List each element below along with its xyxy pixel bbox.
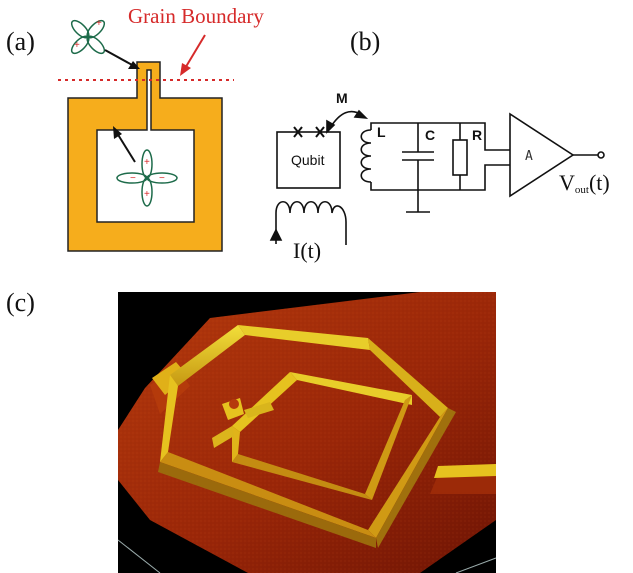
panel-c-label: (c) xyxy=(6,288,35,317)
amplifier xyxy=(509,112,575,198)
capacitor-label: C xyxy=(425,127,435,143)
dwave-orbital-bottom xyxy=(116,149,178,207)
resistor xyxy=(452,139,468,176)
bias-coil xyxy=(275,200,347,245)
mutual-arrowhead-right xyxy=(353,109,369,119)
circuit-top-rail xyxy=(370,122,510,151)
bias-current-label: I(t) xyxy=(293,238,321,263)
inductor-coil xyxy=(360,129,372,183)
amplifier-label: A xyxy=(525,149,533,164)
panel-b-label: (b) xyxy=(350,27,380,56)
grain-boundary-arrow xyxy=(183,34,206,71)
grain-boundary-label: Grain Boundary xyxy=(128,4,264,28)
circuit-bottom-rail xyxy=(370,164,510,191)
qubit-label: Qubit xyxy=(291,152,325,168)
afm-axis-line xyxy=(455,557,497,573)
afm-right-pad-top xyxy=(434,464,496,478)
panel-c: (c) xyxy=(6,288,497,573)
orbital-arrow-bottom xyxy=(116,132,136,163)
panel-a-label: (a) xyxy=(6,27,35,56)
orbital-top-sign: + xyxy=(74,40,80,51)
output-voltage-label: Vout(t) xyxy=(559,170,610,196)
inductor-label: L xyxy=(377,124,386,140)
orbital-bottom-sign: − xyxy=(159,173,165,184)
orbital-bottom-sign: + xyxy=(144,189,150,200)
capacitor xyxy=(402,123,434,190)
orbital-bottom-sign: + xyxy=(144,157,150,168)
mutual-arrowhead-left xyxy=(326,119,336,134)
dwave-orbital-top xyxy=(70,19,106,55)
ground-symbol xyxy=(406,190,430,213)
superconducting-ring xyxy=(67,61,223,252)
output-terminal xyxy=(597,151,605,159)
josephson-junction-marks xyxy=(293,126,325,138)
grain-boundary-arrowhead xyxy=(180,63,191,76)
orbital-arrow-top xyxy=(104,49,135,67)
panel-a: (a) Grain Boundary + + − − + + xyxy=(6,4,264,252)
mutual-inductance-label: M xyxy=(336,90,348,106)
afm-bridge xyxy=(212,398,274,448)
orbital-bottom-sign: − xyxy=(130,173,136,184)
orbital-top-sign: + xyxy=(96,18,102,29)
afm-axis-line xyxy=(117,539,161,573)
orbital-arrowhead-bottom xyxy=(113,126,122,139)
resistor-label: R xyxy=(472,127,482,143)
qubit-box xyxy=(276,131,341,189)
panel-b: (b) Qubit M L C R A Vout(t xyxy=(269,27,610,263)
bias-current-arrowhead xyxy=(269,228,283,241)
orbital-arrowhead-top xyxy=(128,61,140,69)
afm-outer-ring xyxy=(158,325,456,548)
